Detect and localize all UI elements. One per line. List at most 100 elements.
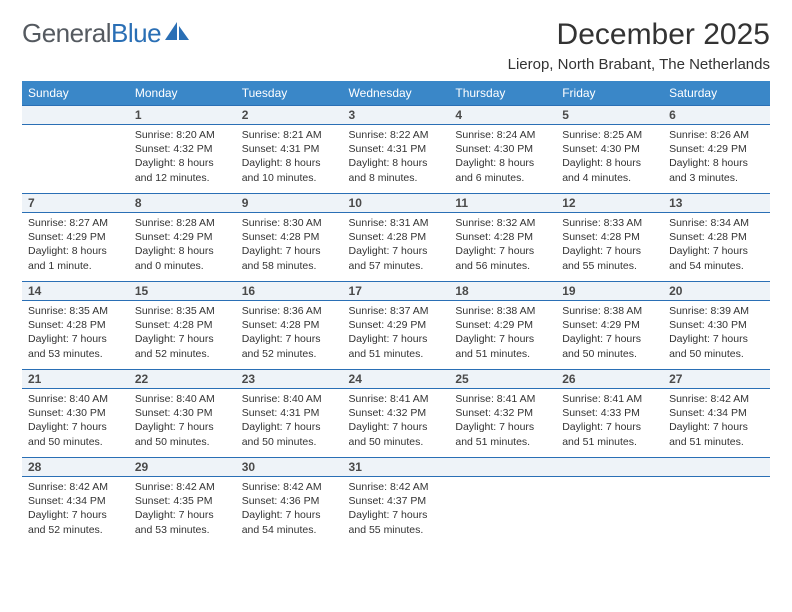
daylight-text: Daylight: 7 hours and 50 minutes. [242,420,337,448]
daylight-text: Daylight: 8 hours and 12 minutes. [135,156,230,184]
day-content: Sunrise: 8:27 AMSunset: 4:29 PMDaylight:… [22,213,129,279]
calendar-cell: 11 Sunrise: 8:32 AMSunset: 4:28 PMDayligh… [449,193,556,281]
day-number [663,457,770,477]
daylight-text: Daylight: 7 hours and 53 minutes. [28,332,123,360]
day-number: 21 [22,369,129,389]
calendar-row: 7Sunrise: 8:27 AMSunset: 4:29 PMDaylight… [22,193,770,281]
calendar-cell: 27Sunrise: 8:42 AMSunset: 4:34 PMDayligh… [663,369,770,457]
daylight-text: Daylight: 7 hours and 54 minutes. [242,508,337,536]
calendar-cell: 18Sunrise: 8:38 AMSunset: 4:29 PMDayligh… [449,281,556,369]
calendar-cell: 13Sunrise: 8:34 AMSunset: 4:28 PMDayligh… [663,193,770,281]
weekday-header: Sunday [22,81,129,105]
calendar-cell: 1Sunrise: 8:20 AMSunset: 4:32 PMDaylight… [129,105,236,193]
day-content: Sunrise: 8:37 AMSunset: 4:29 PMDaylight:… [343,301,450,367]
day-number: 13 [663,193,770,213]
day-content: Sunrise: 8:31 AMSunset: 4:28 PMDaylight:… [343,213,450,279]
logo-text-blue: Blue [111,18,161,49]
weekday-header: Friday [556,81,663,105]
calendar-cell [663,457,770,545]
daylight-text: Daylight: 7 hours and 52 minutes. [242,332,337,360]
calendar-cell: 4Sunrise: 8:24 AMSunset: 4:30 PMDaylight… [449,105,556,193]
calendar-head: Sunday Monday Tuesday Wednesday Thursday… [22,81,770,105]
calendar-cell: 14Sunrise: 8:35 AMSunset: 4:28 PMDayligh… [22,281,129,369]
day-number: 25 [449,369,556,389]
daylight-text: Daylight: 7 hours and 50 minutes. [28,420,123,448]
calendar-cell: 31Sunrise: 8:42 AMSunset: 4:37 PMDayligh… [343,457,450,545]
day-content: Sunrise: 8:21 AMSunset: 4:31 PMDaylight:… [236,125,343,191]
sunset-text: Sunset: 4:32 PM [455,406,550,420]
daylight-text: Daylight: 8 hours and 10 minutes. [242,156,337,184]
calendar-cell: 9Sunrise: 8:30 AMSunset: 4:28 PMDaylight… [236,193,343,281]
sunset-text: Sunset: 4:28 PM [455,230,550,244]
sunrise-text: Sunrise: 8:33 AM [562,216,657,230]
calendar-cell: 7Sunrise: 8:27 AMSunset: 4:29 PMDaylight… [22,193,129,281]
calendar-cell: 8Sunrise: 8:28 AMSunset: 4:29 PMDaylight… [129,193,236,281]
day-content: Sunrise: 8:25 AMSunset: 4:30 PMDaylight:… [556,125,663,191]
sunrise-text: Sunrise: 8:34 AM [669,216,764,230]
calendar-cell: 22Sunrise: 8:40 AMSunset: 4:30 PMDayligh… [129,369,236,457]
day-number [22,105,129,125]
calendar-cell [449,457,556,545]
daylight-text: Daylight: 8 hours and 1 minute. [28,244,123,272]
sunset-text: Sunset: 4:33 PM [562,406,657,420]
daylight-text: Daylight: 7 hours and 53 minutes. [135,508,230,536]
daylight-text: Daylight: 7 hours and 56 minutes. [455,244,550,272]
daylight-text: Daylight: 7 hours and 58 minutes. [242,244,337,272]
daylight-text: Daylight: 7 hours and 51 minutes. [455,420,550,448]
sunset-text: Sunset: 4:35 PM [135,494,230,508]
day-content: Sunrise: 8:41 AMSunset: 4:33 PMDaylight:… [556,389,663,455]
day-number: 15 [129,281,236,301]
sunrise-text: Sunrise: 8:22 AM [349,128,444,142]
day-number [556,457,663,477]
sunset-text: Sunset: 4:37 PM [349,494,444,508]
sunset-text: Sunset: 4:28 PM [349,230,444,244]
sunset-text: Sunset: 4:28 PM [562,230,657,244]
calendar-cell: 20Sunrise: 8:39 AMSunset: 4:30 PMDayligh… [663,281,770,369]
sunrise-text: Sunrise: 8:38 AM [455,304,550,318]
day-number: 16 [236,281,343,301]
sunset-text: Sunset: 4:30 PM [28,406,123,420]
sunrise-text: Sunrise: 8:20 AM [135,128,230,142]
day-number [449,457,556,477]
calendar-row: 21Sunrise: 8:40 AMSunset: 4:30 PMDayligh… [22,369,770,457]
sunrise-text: Sunrise: 8:32 AM [455,216,550,230]
day-content: Sunrise: 8:42 AMSunset: 4:37 PMDaylight:… [343,477,450,543]
day-number: 8 [129,193,236,213]
calendar-cell: 29Sunrise: 8:42 AMSunset: 4:35 PMDayligh… [129,457,236,545]
day-number: 5 [556,105,663,125]
day-content: Sunrise: 8:38 AMSunset: 4:29 PMDaylight:… [556,301,663,367]
sunrise-text: Sunrise: 8:28 AM [135,216,230,230]
day-number: 27 [663,369,770,389]
sunrise-text: Sunrise: 8:40 AM [28,392,123,406]
calendar-cell: 21Sunrise: 8:40 AMSunset: 4:30 PMDayligh… [22,369,129,457]
logo: GeneralBlue [22,18,193,49]
calendar-cell: 25Sunrise: 8:41 AMSunset: 4:32 PMDayligh… [449,369,556,457]
day-number: 28 [22,457,129,477]
sunset-text: Sunset: 4:28 PM [28,318,123,332]
day-content: Sunrise: 8:41 AMSunset: 4:32 PMDaylight:… [343,389,450,455]
daylight-text: Daylight: 7 hours and 55 minutes. [562,244,657,272]
daylight-text: Daylight: 8 hours and 6 minutes. [455,156,550,184]
sunset-text: Sunset: 4:29 PM [562,318,657,332]
sunrise-text: Sunrise: 8:42 AM [242,480,337,494]
sunrise-text: Sunrise: 8:24 AM [455,128,550,142]
day-content: Sunrise: 8:40 AMSunset: 4:31 PMDaylight:… [236,389,343,455]
sunset-text: Sunset: 4:28 PM [242,318,337,332]
calendar-cell: 24Sunrise: 8:41 AMSunset: 4:32 PMDayligh… [343,369,450,457]
day-content: Sunrise: 8:36 AMSunset: 4:28 PMDaylight:… [236,301,343,367]
sunset-text: Sunset: 4:29 PM [455,318,550,332]
daylight-text: Daylight: 7 hours and 52 minutes. [28,508,123,536]
day-content: Sunrise: 8:40 AMSunset: 4:30 PMDaylight:… [22,389,129,455]
calendar-table: Sunday Monday Tuesday Wednesday Thursday… [22,81,770,545]
day-number: 7 [22,193,129,213]
sunrise-text: Sunrise: 8:25 AM [562,128,657,142]
day-content: Sunrise: 8:42 AMSunset: 4:36 PMDaylight:… [236,477,343,543]
daylight-text: Daylight: 7 hours and 54 minutes. [669,244,764,272]
day-number: 30 [236,457,343,477]
day-content: Sunrise: 8:42 AMSunset: 4:34 PMDaylight:… [663,389,770,455]
day-content: Sunrise: 8:26 AMSunset: 4:29 PMDaylight:… [663,125,770,191]
day-number: 11 [449,193,556,213]
day-number: 14 [22,281,129,301]
sunrise-text: Sunrise: 8:41 AM [349,392,444,406]
sunset-text: Sunset: 4:30 PM [455,142,550,156]
